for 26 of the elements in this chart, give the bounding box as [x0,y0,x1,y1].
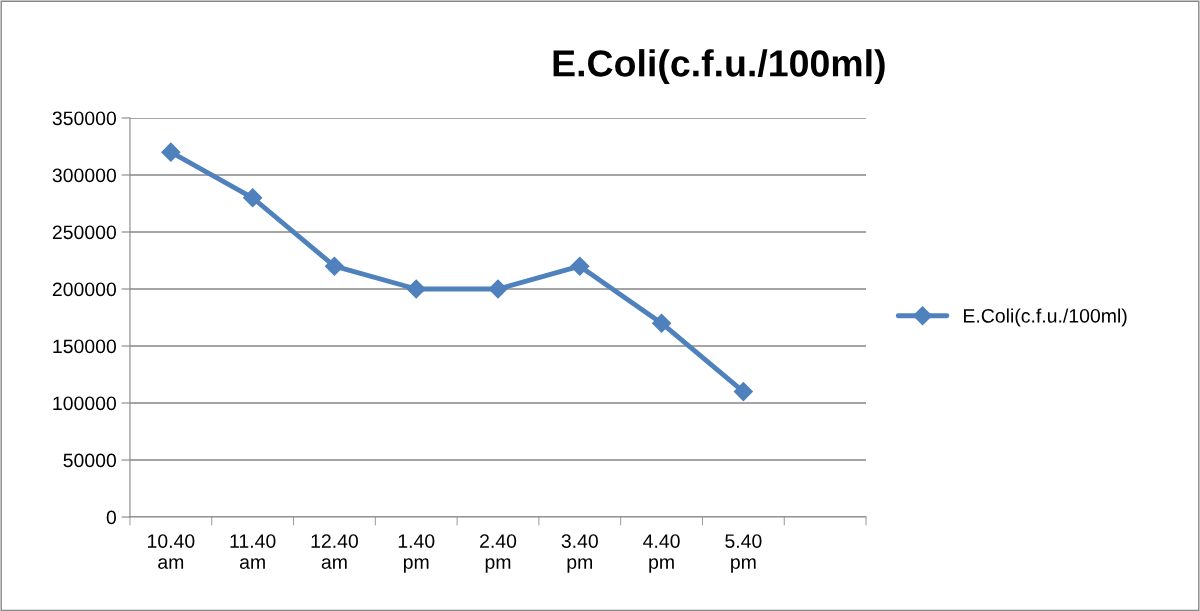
y-tick-label: 300000 [52,168,117,183]
point [324,256,344,276]
x-tick-label: 11.40 am [230,534,276,569]
x-tick-label: 4.40 pm [643,534,680,573]
y-tick-label: 0 [106,510,117,525]
point [488,279,508,299]
y-tick-label: 200000 [52,282,117,297]
chart-title: E.Coli(c.f.u./100ml) [553,49,885,85]
x-tick-label: 2.40 pm [480,534,517,573]
point [570,256,590,276]
y-tick-label: 150000 [53,339,117,354]
x-tick-label: 3.40 pm [561,534,598,573]
point [652,313,672,333]
x-tick-label: 12.40 am [311,534,358,569]
point [243,188,263,208]
x-tick-label: 10.40 am [148,534,195,569]
y-tick-label: 250000 [52,225,117,240]
y-tick-label: 100000 [53,396,117,411]
legend-label: E.Coli(c.f.u./100ml) [964,308,1127,327]
y-tick-label: 350000 [52,111,117,126]
x-tick-label: 1.40 pm [398,534,435,573]
point [733,382,753,402]
x-tick-label: 5.40 pm [725,534,762,573]
point [161,142,181,162]
y-tick-label: 50000 [63,453,117,468]
point [406,279,426,299]
